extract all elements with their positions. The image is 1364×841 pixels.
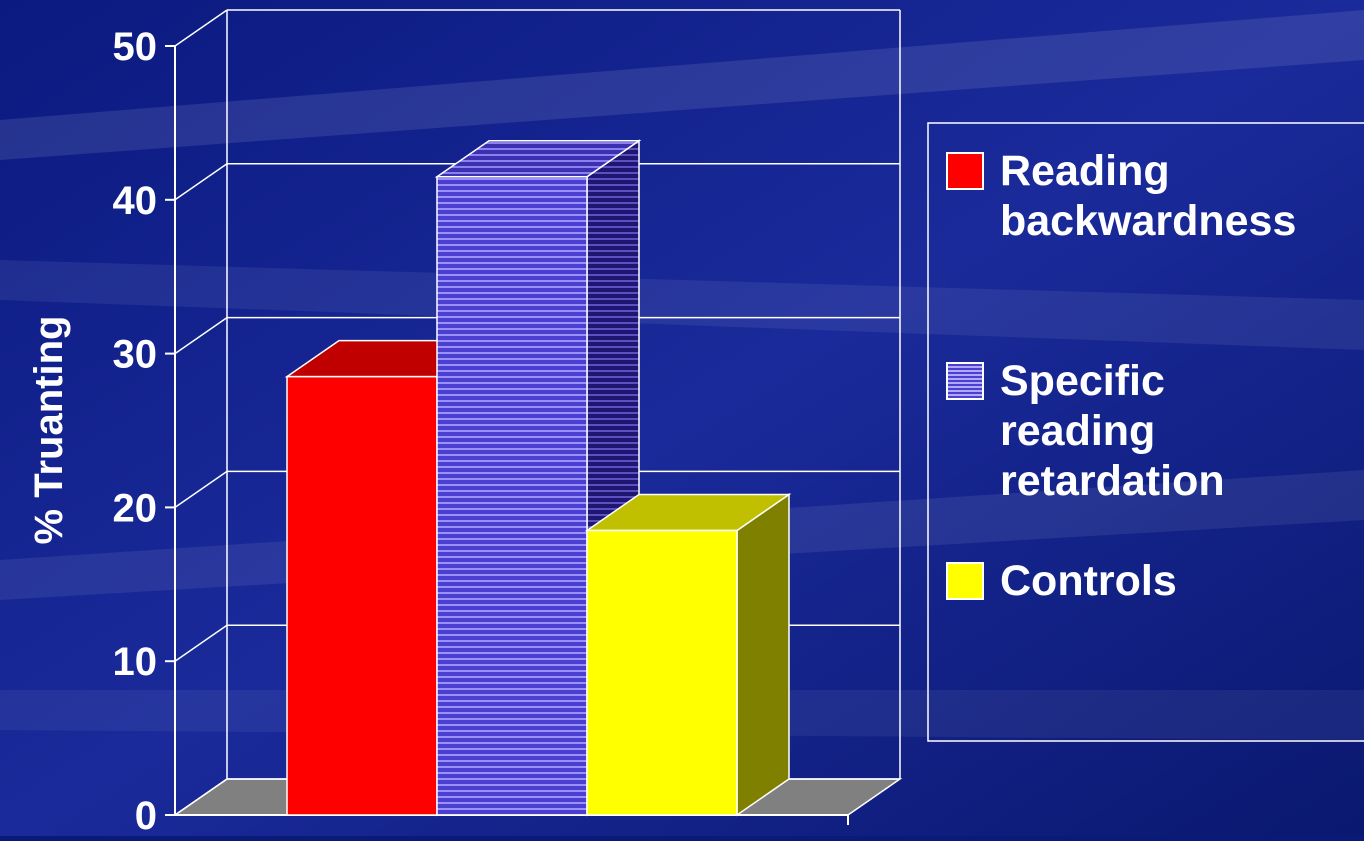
gridline-side-10 xyxy=(174,624,228,662)
legend-swatch-1 xyxy=(946,152,984,190)
gridline-side-20 xyxy=(174,470,228,509)
gridline-side-40 xyxy=(174,163,228,201)
gridline-side-0 xyxy=(174,778,228,816)
legend-label-2-line-1: Specific xyxy=(1000,357,1165,405)
y-tick-label-50: 50 xyxy=(113,25,158,69)
y-tick-label-30: 30 xyxy=(113,333,158,377)
bg-streak-1 xyxy=(0,260,1364,350)
legend-label-1-line-2: backwardness xyxy=(1000,197,1296,245)
bar-3 xyxy=(584,493,792,817)
bars xyxy=(284,139,792,817)
bar-side-3 xyxy=(736,493,790,817)
gridline-side-50 xyxy=(174,9,228,47)
gridline-side-30 xyxy=(174,316,228,355)
bar-front-3 xyxy=(586,529,738,816)
bar-front-2 xyxy=(436,175,588,816)
legend-box xyxy=(927,122,1364,742)
y-tick-label-0: 0 xyxy=(135,794,157,836)
legend-label-2-line-2: reading xyxy=(1000,407,1155,455)
legend-label-1-line-1: Reading xyxy=(1000,147,1170,195)
y-tick-label-20: 20 xyxy=(113,486,158,530)
y-axis-label: % Truanting xyxy=(27,316,71,545)
legend-swatch-3 xyxy=(946,562,984,600)
legend-swatch-2 xyxy=(946,362,984,400)
legend-label-2-line-3: retardation xyxy=(1000,457,1225,505)
bar-front-1 xyxy=(286,375,438,816)
bg-streak-0 xyxy=(0,10,1364,160)
legend-label-3-line-1: Controls xyxy=(1000,557,1177,605)
y-tick-label-10: 10 xyxy=(113,640,158,684)
y-tick-label-40: 40 xyxy=(113,179,158,223)
